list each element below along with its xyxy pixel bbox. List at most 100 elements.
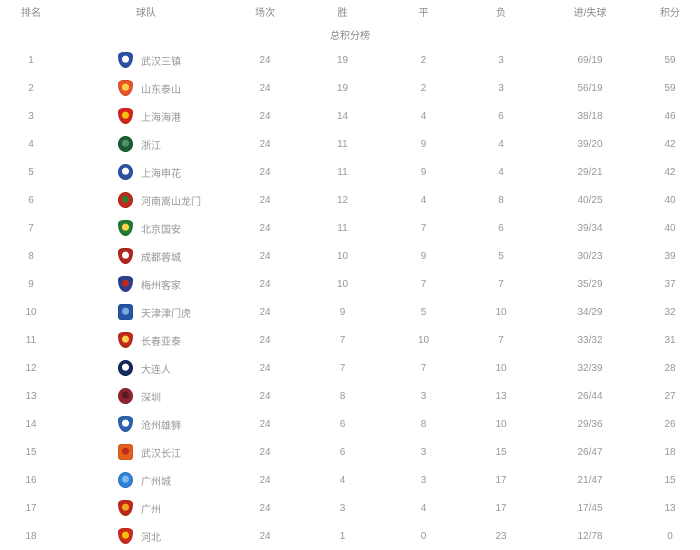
team-inner: 上海海港: [62, 108, 230, 124]
team-cell: 长春亚泰: [62, 326, 230, 354]
rank-cell: 8: [28, 250, 34, 262]
team-name[interactable]: 河北: [141, 532, 161, 544]
table-subtitle: 总积分榜: [330, 30, 370, 42]
team-crest-icon: [118, 248, 133, 264]
win-cell: 3: [339, 502, 346, 514]
draw-cell: 9: [420, 250, 427, 262]
draw-cell: 0: [420, 530, 427, 542]
team-name[interactable]: 河南嵩山龙门: [141, 196, 201, 208]
points-cell: 40: [664, 222, 676, 234]
team-crest-icon: [118, 500, 133, 516]
team-inner: 梅州客家: [62, 276, 230, 292]
team-inner: 河北: [62, 528, 230, 544]
table-row: 1 武汉三镇 24 19 2 3 69/19 59: [0, 46, 700, 74]
team-name[interactable]: 武汉三镇: [141, 56, 181, 68]
loss-cell: 17: [495, 502, 507, 514]
draw-cell: 7: [420, 362, 427, 374]
rank-cell: 7: [28, 222, 34, 234]
win-cell: 8: [339, 390, 346, 402]
rank-cell: 2: [28, 82, 34, 94]
team-crest-icon: [118, 332, 133, 348]
team-crest-icon: [118, 192, 133, 208]
win-cell: 6: [339, 446, 346, 458]
team-name[interactable]: 天津津门虎: [141, 308, 191, 320]
team-name[interactable]: 上海海港: [141, 112, 181, 124]
rank-cell: 16: [25, 474, 37, 486]
team-name[interactable]: 浙江: [141, 140, 161, 152]
team-name[interactable]: 广州城: [141, 476, 171, 488]
col-header-played: 场次: [255, 7, 275, 19]
team-name[interactable]: 大连人: [141, 364, 171, 376]
goals-cell: 39/20: [577, 138, 603, 150]
rank-cell: 17: [25, 502, 37, 514]
col-header-loss: 负: [496, 7, 506, 19]
goals-cell: 12/78: [577, 530, 603, 542]
goals-cell: 30/23: [577, 250, 603, 262]
team-name[interactable]: 上海申花: [141, 168, 181, 180]
draw-cell: 2: [420, 82, 427, 94]
team-inner: 山东泰山: [62, 80, 230, 96]
draw-cell: 7: [420, 278, 427, 290]
rank-cell: 3: [28, 110, 34, 122]
table-row: 14 沧州雄狮 24 6 8 10 29/36 26: [0, 410, 700, 438]
rank-cell: 11: [25, 334, 37, 346]
played-cell: 24: [259, 250, 271, 262]
header-row: 排名 球队 场次 胜 平 负 进/失球 积分: [0, 0, 700, 22]
team-crest-icon: [118, 80, 133, 96]
rank-cell: 9: [28, 278, 34, 290]
played-cell: 24: [259, 82, 271, 94]
played-cell: 24: [259, 54, 271, 66]
team-crest-icon: [118, 220, 133, 236]
col-header-goals: 进/失球: [573, 7, 607, 19]
win-cell: 9: [339, 306, 346, 318]
col-header-win: 胜: [337, 7, 348, 19]
team-name[interactable]: 武汉长江: [141, 448, 181, 460]
draw-cell: 9: [420, 166, 427, 178]
points-cell: 13: [664, 502, 676, 514]
team-crest-icon: [118, 276, 133, 292]
team-name[interactable]: 成都蓉城: [141, 252, 181, 264]
goals-cell: 29/36: [577, 418, 603, 430]
loss-cell: 10: [495, 418, 507, 430]
win-cell: 10: [336, 250, 349, 262]
points-cell: 46: [664, 110, 676, 122]
col-header-team: 球队: [136, 7, 156, 19]
loss-cell: 8: [498, 194, 504, 206]
team-name[interactable]: 深圳: [141, 392, 161, 404]
team-cell: 武汉三镇: [62, 46, 230, 74]
rank-cell: 6: [28, 194, 34, 206]
points-cell: 15: [664, 474, 676, 486]
points-cell: 28: [664, 362, 676, 374]
team-cell: 天津津门虎: [62, 298, 230, 326]
team-crest-icon: [118, 472, 133, 488]
team-inner: 浙江: [62, 136, 230, 152]
team-inner: 大连人: [62, 360, 230, 376]
points-cell: 32: [664, 306, 676, 318]
team-name[interactable]: 广州: [141, 504, 161, 516]
played-cell: 24: [259, 334, 271, 346]
played-cell: 24: [259, 110, 271, 122]
points-cell: 27: [664, 390, 676, 402]
team-cell: 沧州雄狮: [62, 410, 230, 438]
goals-cell: 40/25: [577, 194, 603, 206]
draw-cell: 2: [420, 54, 427, 66]
team-cell: 上海申花: [62, 158, 230, 186]
team-name[interactable]: 北京国安: [141, 224, 181, 236]
played-cell: 24: [259, 138, 271, 150]
team-cell: 河南嵩山龙门: [62, 186, 230, 214]
team-cell: 山东泰山: [62, 74, 230, 102]
team-name[interactable]: 沧州雄狮: [141, 420, 181, 432]
team-cell: 浙江: [62, 130, 230, 158]
loss-cell: 5: [498, 250, 504, 262]
played-cell: 24: [259, 530, 271, 542]
team-name[interactable]: 长春亚泰: [141, 336, 181, 348]
played-cell: 24: [259, 362, 271, 374]
team-name[interactable]: 梅州客家: [141, 280, 181, 292]
table-row: 13 深圳 24 8 3 13 26/44 27: [0, 382, 700, 410]
loss-cell: 7: [498, 334, 504, 346]
team-crest-icon: [118, 360, 133, 376]
table-row: 15 武汉长江 24 6 3 15 26/47 18: [0, 438, 700, 466]
team-name[interactable]: 山东泰山: [141, 84, 181, 96]
